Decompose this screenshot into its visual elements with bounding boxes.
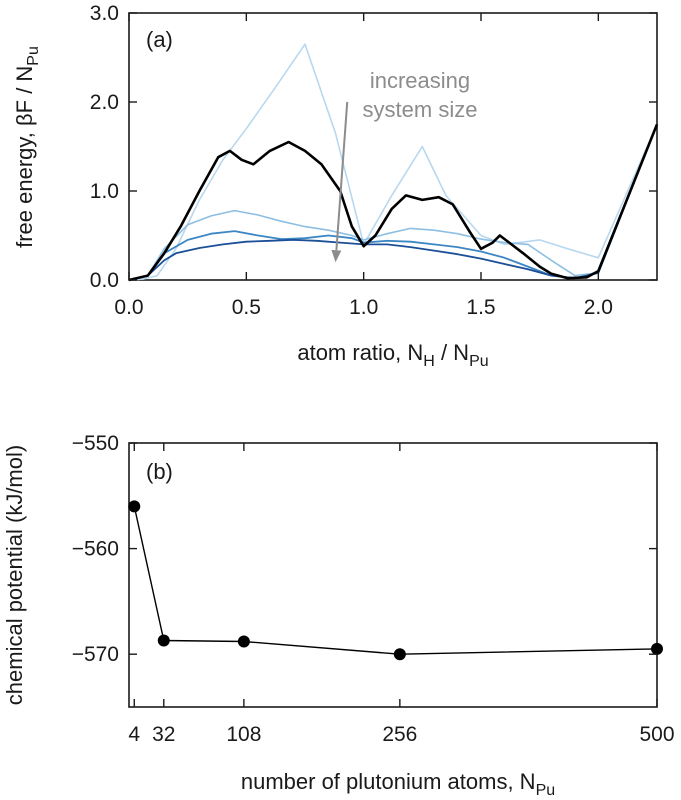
panel-a-x-axis-label: atom ratio, NH / NPu [297, 340, 488, 370]
series-line-4 [128, 123, 658, 281]
panel-b-y-tick-label: −570 [72, 643, 119, 666]
panel-a-y-axis-label: free energy, βF / NPu [12, 46, 42, 248]
panel-b-y-tick-label: −550 [72, 432, 119, 455]
panel-b-frame [128, 442, 658, 708]
series-line-3 [128, 123, 658, 281]
data-point [237, 635, 250, 648]
panel-a-x-tick-label: 1.0 [349, 296, 378, 319]
panel-a-x-tick-label: 0.0 [114, 296, 143, 319]
panel-b-y-ticks: −570 −560 −550 [72, 432, 657, 666]
panel-a-x-tick-label: 1.5 [466, 296, 495, 319]
panel-b-x-ticks: 4 32 108 256 500 [128, 443, 675, 746]
panel-a-y-tick-label: 0.0 [90, 269, 119, 292]
panel-b-label: (b) [146, 459, 173, 484]
panel-a-y-tick-label: 3.0 [90, 2, 119, 25]
panel-b-y-axis-label: chemical potential (kJ/mol) [2, 445, 27, 705]
panel-b-x-tick-label: 108 [226, 723, 261, 746]
panel-b-x-tick-label: 4 [128, 723, 140, 746]
series-line-5 [128, 123, 659, 282]
panel-a-x-tick-label: 0.5 [232, 296, 261, 319]
panel-b-series [128, 500, 663, 661]
data-point [393, 648, 406, 661]
panel-b-x-tick-label: 256 [382, 723, 417, 746]
panel-a-x-ticks: 0.0 0.5 1.0 1.5 2.0 [114, 13, 613, 319]
annotation: increasing system size [331, 68, 478, 263]
panel-b-x-tick-label: 32 [152, 723, 175, 746]
data-point [651, 642, 663, 655]
annotation-arrow [335, 101, 349, 251]
panel-a: 0.0 0.5 1.0 1.5 2.0 0.0 1.0 2.0 3.0 (a) increas… [12, 2, 659, 370]
panel-a-y-tick-label: 2.0 [90, 91, 119, 114]
panel-a-label: (a) [146, 27, 173, 52]
data-point [157, 634, 170, 647]
panel-a-x-tick-label: 2.0 [584, 296, 613, 319]
panel-b-x-tick-label: 500 [639, 723, 674, 746]
panel-a-y-ticks: 0.0 1.0 2.0 3.0 [90, 2, 657, 292]
panel-a-series [128, 43, 659, 282]
series-line-2 [128, 124, 658, 281]
panel-a-y-tick-label: 1.0 [90, 180, 119, 203]
series-line-1 [128, 43, 658, 281]
annotation-arrowhead [331, 249, 342, 263]
panel-b: 4 32 108 256 500 −570 −560 −550 (b) number of … [2, 432, 675, 799]
panel-b-y-tick-label: −560 [72, 538, 119, 561]
panel-a-frame [128, 12, 658, 281]
data-point [128, 500, 141, 513]
panel-b-x-axis-label: number of plutonium atoms, NPu [241, 769, 555, 799]
annotation-line2: system size [363, 97, 478, 122]
chemical-potential-line [133, 506, 658, 655]
annotation-line1: increasing [370, 68, 470, 93]
